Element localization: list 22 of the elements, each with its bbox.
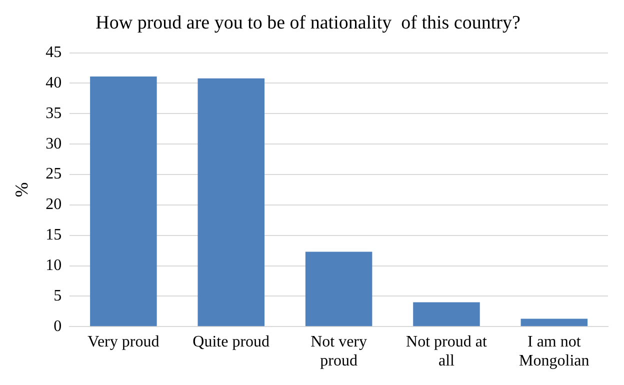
x-tick-label: Quite proud (192, 333, 270, 350)
bar (413, 302, 480, 326)
y-tick-label: 25 (46, 166, 62, 183)
y-tick-label: 15 (46, 226, 62, 244)
x-tick-label: Very proud (88, 333, 160, 350)
y-tick-label: 30 (46, 135, 62, 152)
bar (90, 76, 157, 326)
x-tick-label: Not very proud (310, 333, 368, 370)
bar (520, 318, 588, 326)
x-tick-label: I am not Mongolian (519, 333, 590, 370)
chart-title: How proud are you to be of nationality of this country? (96, 12, 520, 34)
x-tick-label: Not proud at all (406, 333, 488, 370)
y-tick-label: 45 (46, 44, 62, 62)
bar (305, 252, 372, 326)
y-tick-label: 20 (46, 196, 62, 214)
y-tick-label: 40 (46, 74, 62, 92)
y-tick-label: 0 (54, 318, 62, 335)
y-axis-title: % (12, 182, 32, 198)
y-tick-label: 5 (54, 287, 62, 304)
y-tick-label: 35 (46, 104, 62, 122)
y-tick-label: 10 (46, 256, 62, 274)
bar (198, 78, 264, 326)
